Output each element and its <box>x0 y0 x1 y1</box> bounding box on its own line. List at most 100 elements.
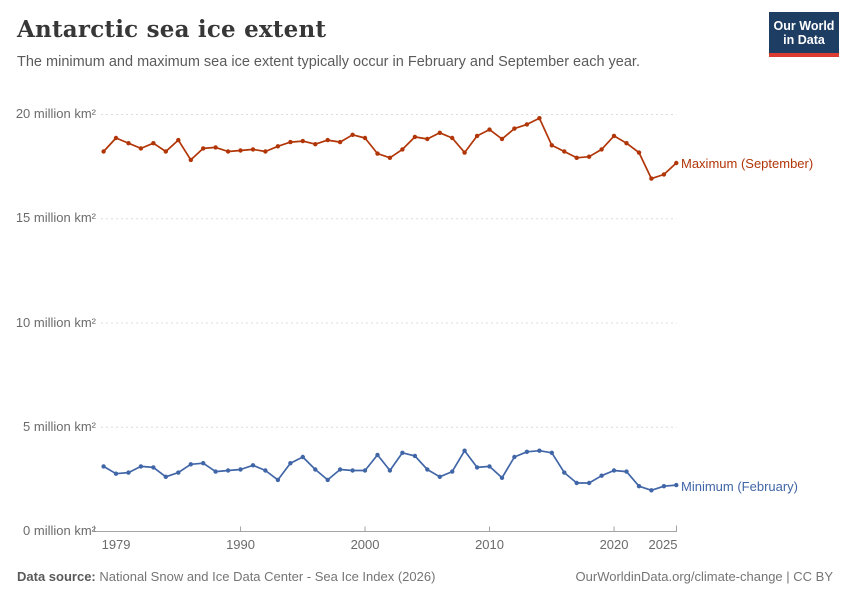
max-series-point[interactable] <box>113 135 119 141</box>
min-series-point[interactable] <box>313 467 318 472</box>
max-series-point[interactable] <box>574 155 579 160</box>
min-series-point[interactable] <box>250 463 256 468</box>
max-series-point[interactable] <box>425 136 430 142</box>
max-series-point[interactable] <box>325 137 330 143</box>
min-series-point[interactable] <box>450 469 455 474</box>
min-series-point[interactable] <box>375 452 380 458</box>
owid-logo[interactable]: Our World in Data <box>769 12 839 57</box>
min-series-point[interactable] <box>176 470 181 475</box>
min-series-point[interactable] <box>213 469 218 474</box>
max-series-point[interactable] <box>549 143 554 148</box>
max-series-point[interactable] <box>350 132 355 137</box>
max-series-point[interactable] <box>611 133 617 139</box>
min-series-point[interactable] <box>586 480 592 486</box>
min-series-point[interactable] <box>163 474 168 479</box>
min-series-point[interactable] <box>599 473 604 478</box>
max-series-point[interactable] <box>462 150 467 155</box>
min-series-point[interactable] <box>275 477 281 483</box>
max-series-point[interactable] <box>138 146 144 151</box>
max-series-point[interactable] <box>263 149 268 154</box>
min-series-point[interactable] <box>674 482 679 488</box>
min-series-point[interactable] <box>350 468 355 473</box>
max-series-point[interactable] <box>337 139 343 145</box>
min-series-point[interactable] <box>611 468 617 473</box>
min-series-point[interactable] <box>512 454 517 460</box>
max-series-point[interactable] <box>437 130 442 135</box>
max-series-point[interactable] <box>362 135 368 141</box>
max-series-point[interactable] <box>599 147 604 152</box>
max-series-point[interactable] <box>213 145 218 150</box>
min-series-point[interactable] <box>138 464 144 469</box>
max-series-point[interactable] <box>524 122 530 127</box>
max-series-point[interactable] <box>624 141 629 146</box>
min-series-point[interactable] <box>574 480 579 486</box>
min-series-point[interactable] <box>188 462 193 467</box>
min-series-point[interactable] <box>151 465 156 470</box>
min-series-point[interactable] <box>537 448 542 453</box>
max-series-point[interactable] <box>537 116 542 121</box>
max-series-point[interactable] <box>250 147 256 152</box>
max-series-point[interactable] <box>238 148 243 153</box>
max-series-point[interactable] <box>288 139 293 145</box>
min-series-point[interactable] <box>649 488 654 493</box>
max-series-point[interactable] <box>201 146 206 151</box>
max-series-point[interactable] <box>225 149 231 154</box>
min-series-point[interactable] <box>300 454 305 460</box>
max-series-point[interactable] <box>176 137 181 143</box>
data-source[interactable]: Data source: National Snow and Ice Data … <box>17 569 435 584</box>
max-series-point[interactable] <box>101 149 106 154</box>
max-series-label[interactable]: Maximum (September) <box>681 156 814 171</box>
max-series-point[interactable] <box>474 133 480 139</box>
min-series-point[interactable] <box>337 467 343 472</box>
max-series-point[interactable] <box>450 135 455 141</box>
min-series-point[interactable] <box>288 461 293 466</box>
min-series-point[interactable] <box>126 470 131 475</box>
min-series-point[interactable] <box>474 465 480 470</box>
min-series-point[interactable] <box>201 461 206 466</box>
min-series-point[interactable] <box>437 474 442 479</box>
max-series-point[interactable] <box>275 144 281 149</box>
max-series-point[interactable] <box>400 147 405 152</box>
min-series-point[interactable] <box>387 468 393 473</box>
max-series-point[interactable] <box>126 141 131 146</box>
max-series-point[interactable] <box>387 155 393 160</box>
min-series-point[interactable] <box>412 453 418 459</box>
max-series-point[interactable] <box>300 138 305 144</box>
max-series-line[interactable] <box>102 117 678 180</box>
max-series-point[interactable] <box>151 141 156 146</box>
max-series-point[interactable] <box>649 176 654 181</box>
max-series-point[interactable] <box>412 134 418 140</box>
min-series-point[interactable] <box>400 450 405 455</box>
min-series-point[interactable] <box>101 464 106 469</box>
max-series-point[interactable] <box>661 172 667 177</box>
min-series-point[interactable] <box>362 468 368 473</box>
min-series-point[interactable] <box>113 471 119 476</box>
min-series-point[interactable] <box>462 448 467 453</box>
min-series-point[interactable] <box>524 449 530 454</box>
max-series-point[interactable] <box>188 157 193 163</box>
min-series-point[interactable] <box>225 468 231 473</box>
max-series-point[interactable] <box>512 126 517 131</box>
max-series-point[interactable] <box>163 149 168 154</box>
min-series-point[interactable] <box>238 467 243 472</box>
max-series-point[interactable] <box>375 151 380 156</box>
max-series-point[interactable] <box>313 142 318 147</box>
min-series-point[interactable] <box>624 469 629 474</box>
min-series-point[interactable] <box>562 470 567 475</box>
min-series-point[interactable] <box>263 468 268 473</box>
max-series-point[interactable] <box>562 149 567 154</box>
min-series-point[interactable] <box>549 450 554 455</box>
max-series-point[interactable] <box>499 136 505 142</box>
footer-link[interactable]: OurWorldinData.org/climate-change | CC B… <box>575 569 833 584</box>
max-series-point[interactable] <box>586 154 592 159</box>
min-series-point[interactable] <box>425 467 430 472</box>
min-series-point[interactable] <box>487 464 492 469</box>
min-series-point[interactable] <box>325 477 330 483</box>
min-series-point[interactable] <box>636 484 642 489</box>
max-series-point[interactable] <box>674 160 679 166</box>
min-series-label[interactable]: Minimum (February) <box>681 479 799 494</box>
min-series-point[interactable] <box>499 475 505 480</box>
min-series-point[interactable] <box>661 484 667 489</box>
max-series-point[interactable] <box>487 127 492 132</box>
